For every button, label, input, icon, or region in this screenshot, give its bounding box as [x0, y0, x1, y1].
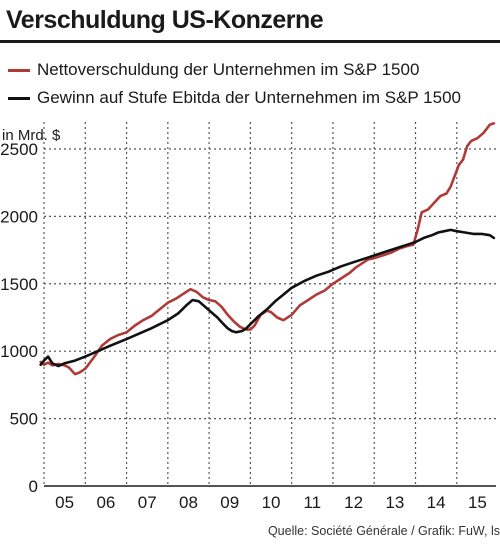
legend-label-ebitda: Gewinn auf Stufe Ebitda der Unternehmen … [37, 88, 461, 107]
y-tick-label: 2000 [0, 207, 38, 226]
y-tick-label: 1000 [0, 342, 38, 361]
x-tick-label: 15 [468, 493, 487, 512]
y-axis-unit-label: in Mrd. $ [2, 127, 61, 144]
x-tick-label: 13 [385, 493, 404, 512]
title-underline [0, 40, 500, 43]
x-tick-label: 07 [138, 493, 157, 512]
x-tick-label: 10 [262, 493, 281, 512]
source-note: Quelle: Société Générale / Grafik: FuW, … [267, 524, 500, 538]
x-tick-label: 08 [179, 493, 198, 512]
x-tick-label: 06 [96, 493, 115, 512]
x-tick-label: 14 [427, 493, 446, 512]
x-tick-label: 05 [55, 493, 74, 512]
legend-item-ebitda: Gewinn auf Stufe Ebitda der Unternehmen … [8, 88, 461, 108]
legend-label-net-debt: Nettoverschuldung der Unternehmen im S&P… [37, 60, 420, 79]
x-tick-label: 09 [220, 493, 239, 512]
chart-title: Verschuldung US-Konzerne [6, 6, 324, 34]
y-tick-label: 500 [10, 410, 38, 429]
legend-item-net-debt: Nettoverschuldung der Unternehmen im S&P… [8, 60, 419, 80]
ebitda-line [39, 228, 496, 368]
legend-swatch-net-debt [8, 68, 30, 72]
y-tick-label: 0 [29, 477, 38, 496]
x-tick-label: 11 [303, 493, 321, 512]
y-tick-label: 2500 [0, 140, 38, 159]
net-debt-line [39, 122, 496, 376]
y-tick-label: 1500 [0, 275, 38, 294]
legend-swatch-ebitda [8, 96, 30, 100]
x-tick-label: 12 [344, 493, 363, 512]
